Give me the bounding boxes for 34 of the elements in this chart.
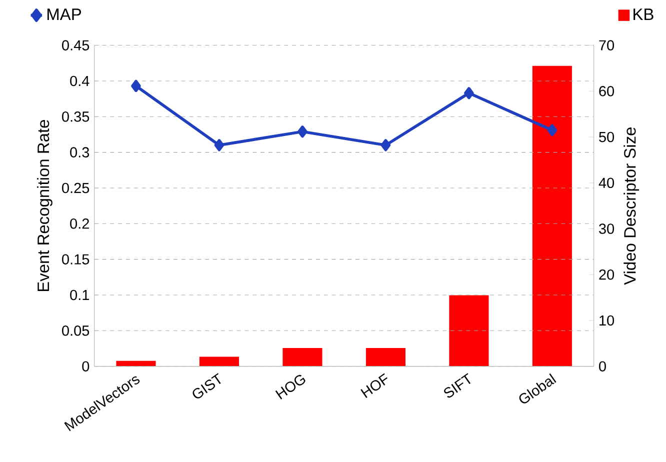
y-tick-label: 0.15 (62, 254, 90, 265)
bar (199, 356, 240, 366)
y-axis-title: Event Recognition Rate (37, 120, 52, 292)
y-tick-label: 0.4 (70, 76, 90, 86)
y2-tick-label: 50 (599, 132, 614, 142)
legend-label: MAP (47, 8, 82, 20)
y-tick-label: 0.1 (70, 290, 89, 300)
y-tick-label: 0.45 (62, 40, 90, 50)
y2-tick-label: 60 (599, 86, 614, 96)
point (298, 126, 308, 138)
point (547, 124, 558, 136)
legend-label: KB (634, 8, 654, 20)
point (380, 139, 391, 152)
y-tick-label: 0.25 (62, 182, 90, 194)
y2-tick-label: 40 (598, 178, 614, 188)
y-tick-label: 0.35 (62, 112, 90, 122)
y2-tick-label: 10 (600, 315, 614, 326)
y-tick-label: 0 (82, 361, 90, 372)
y-tick-label: 0.3 (70, 147, 90, 158)
bar (532, 66, 572, 366)
point (464, 87, 474, 100)
y2-tick-label: 70 (599, 40, 614, 50)
bar (116, 360, 156, 366)
y2-tick-label: 0 (599, 361, 606, 372)
bar (449, 295, 489, 366)
bar (366, 348, 406, 366)
y2-tick-label: 20 (599, 270, 614, 280)
point (131, 80, 141, 92)
bar (282, 348, 322, 366)
y2-tick-label: 30 (599, 224, 614, 234)
y2-axis-title: Video Descriptor Size (624, 128, 640, 285)
y-tick-label: 0.2 (70, 218, 89, 229)
y-tick-label: 0.05 (62, 326, 90, 336)
point (214, 139, 224, 152)
